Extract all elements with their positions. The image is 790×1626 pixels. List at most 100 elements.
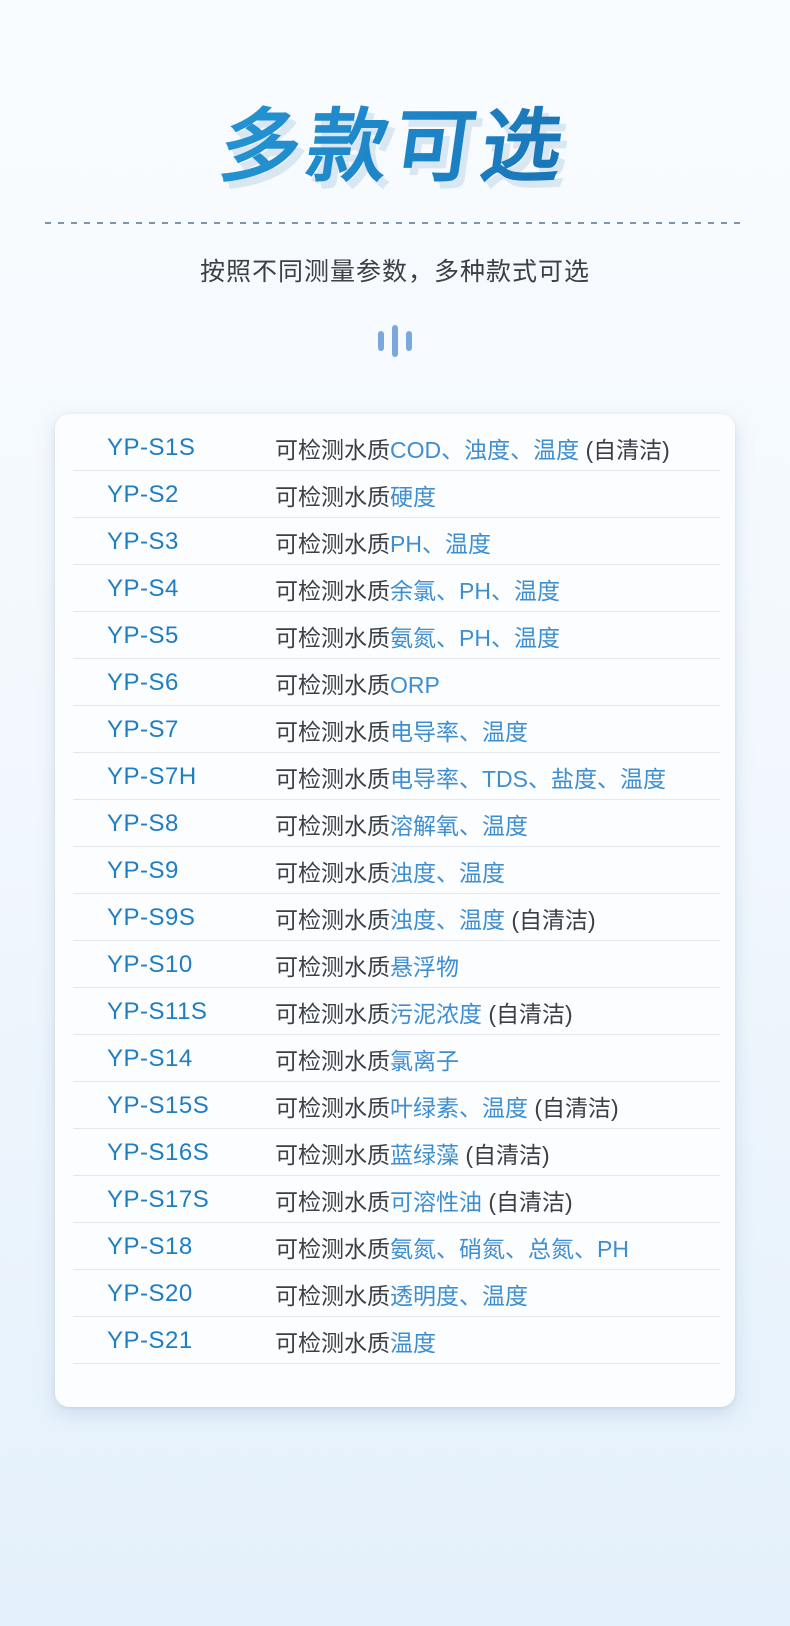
row-prefix: 可检测水质 [275, 859, 390, 886]
row-params: 蓝绿藻 [390, 1141, 459, 1168]
row-params: 悬浮物 [390, 953, 459, 980]
bar-middle [392, 325, 398, 357]
row-prefix: 可检测水质 [275, 1235, 390, 1262]
row-description: 可检测水质电导率、温度 [275, 713, 528, 747]
row-description: 可检测水质PH、温度 [275, 525, 491, 559]
row-prefix: 可检测水质 [275, 812, 390, 839]
row-description: 可检测水质可溶性油 (自清洁) [275, 1183, 573, 1217]
model-name: YP-S8 [107, 809, 179, 837]
table-row: YP-S7H 可检测水质电导率、TDS、盐度、温度 [55, 753, 735, 800]
row-params: 硬度 [390, 483, 436, 510]
row-description: 可检测水质COD、浊度、温度 (自清洁) [275, 431, 670, 465]
row-params: 氯离子 [390, 1047, 459, 1074]
row-suffix: (自清洁) [482, 1000, 573, 1027]
page-header: 多款可选 多款可选 按照不同测量参数，多种款式可选 [0, 96, 790, 358]
model-name: YP-S16S [107, 1138, 210, 1166]
model-name: YP-S3 [107, 527, 179, 555]
row-params: 温度 [390, 1329, 436, 1356]
row-params: COD、浊度、温度 [390, 436, 580, 463]
model-name: YP-S20 [107, 1279, 193, 1307]
row-params: 氨氮、PH、温度 [390, 624, 560, 651]
row-params: 叶绿素、温度 [390, 1094, 528, 1121]
row-description: 可检测水质氯离子 [275, 1042, 459, 1076]
row-suffix: (自清洁) [505, 906, 596, 933]
model-name: YP-S4 [107, 574, 179, 602]
table-row: YP-S9S 可检测水质浊度、温度 (自清洁) [55, 894, 735, 941]
model-name: YP-S14 [107, 1044, 193, 1072]
row-suffix: (自清洁) [482, 1188, 573, 1215]
row-description: 可检测水质溶解氧、温度 [275, 807, 528, 841]
page-subtitle: 按照不同测量参数，多种款式可选 [199, 258, 590, 286]
row-params: 污泥浓度 [390, 1000, 482, 1027]
model-name: YP-S5 [107, 621, 179, 649]
table-row: YP-S21 可检测水质温度 [55, 1317, 735, 1364]
row-params: 电导率、温度 [390, 718, 528, 745]
row-description: 可检测水质电导率、TDS、盐度、温度 [275, 760, 666, 794]
model-name: YP-S9 [107, 856, 179, 884]
row-prefix: 可检测水质 [275, 953, 390, 980]
row-prefix: 可检测水质 [275, 1282, 390, 1309]
row-params: ORP [390, 671, 440, 698]
table-row: YP-S9 可检测水质浊度、温度 [55, 847, 735, 894]
row-params: 浊度、温度 [390, 906, 505, 933]
table-row: YP-S18 可检测水质氨氮、硝氮、总氮、PH [55, 1223, 735, 1270]
row-params: 余氯、PH、温度 [390, 577, 560, 604]
page-title: 多款可选 多款可选 [0, 96, 790, 200]
row-prefix: 可检测水质 [275, 436, 390, 463]
dashed-divider [45, 222, 745, 224]
table-row: YP-S2 可检测水质硬度 [55, 471, 735, 518]
row-params: 氨氮、硝氮、总氮、PH [390, 1235, 629, 1262]
row-prefix: 可检测水质 [275, 624, 390, 651]
row-params: 溶解氧、温度 [390, 812, 528, 839]
row-description: 可检测水质污泥浓度 (自清洁) [275, 995, 573, 1029]
row-description: 可检测水质叶绿素、温度 (自清洁) [275, 1089, 619, 1123]
model-table: YP-S1S 可检测水质COD、浊度、温度 (自清洁) YP-S2 可检测水质硬… [55, 424, 735, 1364]
row-params: 浊度、温度 [390, 859, 505, 886]
bar-left [378, 331, 384, 351]
row-description: 可检测水质ORP [275, 666, 440, 700]
row-params: 电导率、TDS、盐度、温度 [390, 765, 666, 792]
row-prefix: 可检测水质 [275, 1094, 390, 1121]
model-name: YP-S6 [107, 668, 179, 696]
row-description: 可检测水质浊度、温度 (自清洁) [275, 901, 596, 935]
row-suffix: (自清洁) [528, 1094, 619, 1121]
table-row: YP-S3 可检测水质PH、温度 [55, 518, 735, 565]
row-prefix: 可检测水质 [275, 1329, 390, 1356]
row-description: 可检测水质氨氮、PH、温度 [275, 619, 560, 653]
row-prefix: 可检测水质 [275, 1000, 390, 1027]
row-description: 可检测水质硬度 [275, 478, 436, 512]
model-name: YP-S1S [107, 433, 196, 461]
table-row: YP-S17S 可检测水质可溶性油 (自清洁) [55, 1176, 735, 1223]
row-prefix: 可检测水质 [275, 1188, 390, 1215]
model-name: YP-S2 [107, 480, 179, 508]
table-row: YP-S8 可检测水质溶解氧、温度 [55, 800, 735, 847]
row-description: 可检测水质余氯、PH、温度 [275, 572, 560, 606]
row-description: 可检测水质悬浮物 [275, 948, 459, 982]
table-row: YP-S15S 可检测水质叶绿素、温度 (自清洁) [55, 1082, 735, 1129]
model-name: YP-S21 [107, 1326, 193, 1354]
table-row: YP-S10 可检测水质悬浮物 [55, 941, 735, 988]
page-title-text: 多款可选 [0, 96, 790, 196]
model-name: YP-S7H [107, 762, 197, 790]
table-row: YP-S4 可检测水质余氯、PH、温度 [55, 565, 735, 612]
table-row: YP-S5 可检测水质氨氮、PH、温度 [55, 612, 735, 659]
model-table-card: YP-S1S 可检测水质COD、浊度、温度 (自清洁) YP-S2 可检测水质硬… [55, 414, 735, 1407]
model-name: YP-S11S [107, 997, 208, 1025]
table-row: YP-S14 可检测水质氯离子 [55, 1035, 735, 1082]
table-row: YP-S7 可检测水质电导率、温度 [55, 706, 735, 753]
model-name: YP-S15S [107, 1091, 210, 1119]
table-row: YP-S11S 可检测水质污泥浓度 (自清洁) [55, 988, 735, 1035]
table-row: YP-S20 可检测水质透明度、温度 [55, 1270, 735, 1317]
three-bars-icon [0, 324, 790, 358]
model-name: YP-S10 [107, 950, 193, 978]
row-description: 可检测水质温度 [275, 1324, 436, 1358]
bar-right [406, 331, 412, 351]
row-prefix: 可检测水质 [275, 906, 390, 933]
row-prefix: 可检测水质 [275, 483, 390, 510]
table-row: YP-S1S 可检测水质COD、浊度、温度 (自清洁) [55, 424, 735, 471]
model-name: YP-S9S [107, 903, 196, 931]
row-prefix: 可检测水质 [275, 671, 390, 698]
row-params: PH、温度 [390, 530, 491, 557]
table-row: YP-S16S 可检测水质蓝绿藻 (自清洁) [55, 1129, 735, 1176]
row-prefix: 可检测水质 [275, 1047, 390, 1074]
